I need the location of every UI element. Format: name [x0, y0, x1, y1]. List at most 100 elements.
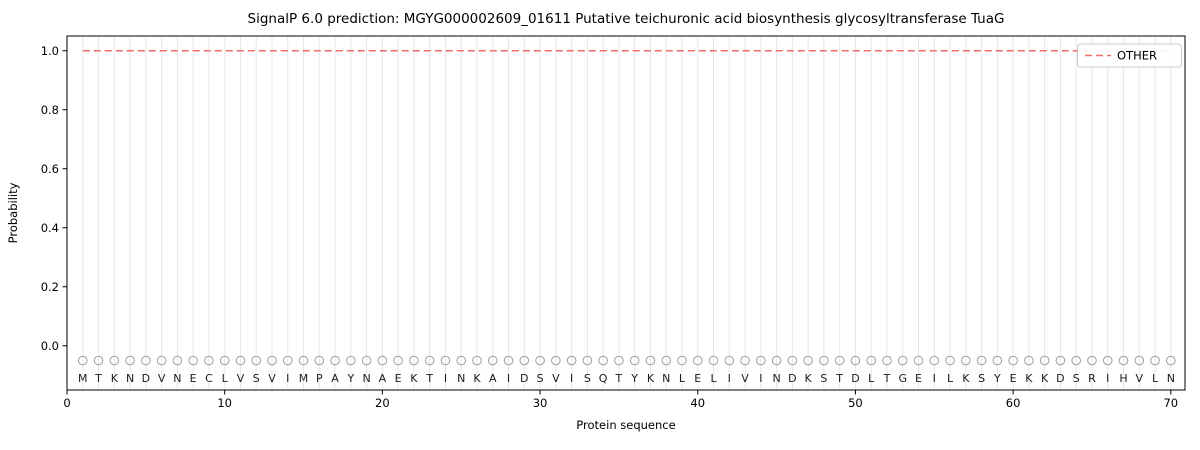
- residue-marker: [677, 355, 687, 366]
- residue-marker: [1055, 355, 1066, 366]
- sequence-letter: V: [552, 372, 560, 385]
- sequence-letter: S: [253, 372, 260, 385]
- sequence-letter: A: [379, 372, 387, 385]
- residue-marker: [251, 355, 262, 366]
- y-tick-label: 0.6: [41, 162, 59, 176]
- residue-marker: [141, 355, 151, 366]
- sequence-letter: L: [679, 372, 686, 385]
- legend: OTHER: [1077, 43, 1182, 68]
- sequence-letter: E: [694, 372, 701, 385]
- sequence-letter: P: [316, 372, 323, 385]
- sequence-letter: N: [1167, 372, 1175, 385]
- residue-marker: [866, 355, 877, 366]
- sequence-letter: E: [1010, 372, 1017, 385]
- residue-marker: [819, 355, 829, 366]
- sequence-letter: A: [489, 372, 497, 385]
- sequence-letter: L: [868, 372, 875, 385]
- x-tick-label: 40: [690, 396, 705, 410]
- residue-marker: [424, 355, 435, 366]
- residue-marker: [1071, 355, 1081, 366]
- residue-marker: [945, 355, 955, 366]
- sequence-letter: K: [410, 372, 418, 385]
- sequence-letter: C: [205, 372, 213, 385]
- residue-marker: [566, 355, 577, 366]
- x-tick-label: 50: [848, 396, 863, 410]
- sequence-letter: N: [173, 372, 181, 385]
- residue-marker: [551, 355, 561, 366]
- sequence-letter: M: [78, 372, 88, 385]
- sequence-letter: S: [978, 372, 985, 385]
- sequence-letter: I: [933, 372, 936, 385]
- sequence-letter: N: [772, 372, 780, 385]
- residue-marker: [219, 355, 230, 366]
- sequence-letter: K: [1025, 372, 1033, 385]
- sequence-letter: L: [710, 372, 717, 385]
- residue-marker: [645, 355, 656, 366]
- residue-marker: [1024, 355, 1034, 366]
- sequence-letter: V: [237, 372, 245, 385]
- residue-marker: [882, 355, 892, 366]
- residue-marker: [1150, 355, 1160, 366]
- sequence-letter: V: [158, 372, 166, 385]
- residue-marker: [235, 355, 246, 366]
- legend-frame: [1077, 43, 1182, 68]
- residue-marker: [787, 355, 798, 366]
- sequence-letter: K: [962, 372, 970, 385]
- residue-marker: [472, 355, 482, 366]
- residue-marker: [172, 355, 183, 366]
- residue-marker: [961, 355, 971, 366]
- residue-marker: [1039, 355, 1050, 366]
- residue-marker: [377, 355, 388, 366]
- x-tick-label: 10: [217, 396, 232, 410]
- residue-marker: [204, 355, 214, 366]
- residue-marker: [361, 355, 372, 366]
- residue-marker: [1087, 355, 1097, 366]
- residue-marker: [409, 355, 419, 366]
- x-tick-label: 70: [1163, 396, 1178, 410]
- residue-marker: [519, 355, 530, 366]
- residue-marker: [93, 355, 104, 366]
- sequence-letter: D: [851, 372, 859, 385]
- sequence-letter: T: [835, 372, 843, 385]
- residue-marker: [314, 355, 325, 366]
- sequence-letter: N: [662, 372, 670, 385]
- residue-marker: [535, 355, 545, 366]
- sequence-letter: I: [286, 372, 289, 385]
- residue-marker: [1118, 355, 1129, 366]
- x-tick-label: 20: [375, 396, 390, 410]
- sequence-letter: I: [759, 372, 762, 385]
- x-tick-label: 30: [533, 396, 548, 410]
- sequence-letter: E: [915, 372, 922, 385]
- residue-marker: [156, 355, 167, 366]
- sequence-letter: V: [268, 372, 276, 385]
- residue-marker: [724, 355, 735, 366]
- y-tick-label: 0.8: [41, 103, 59, 117]
- y-axis-label: Probability: [6, 182, 20, 243]
- sequence-letter: T: [615, 372, 623, 385]
- sequence-letter: Q: [599, 372, 608, 385]
- sequence-letter: D: [1056, 372, 1064, 385]
- y-tick-label: 1.0: [41, 44, 59, 58]
- residue-marker: [346, 355, 356, 366]
- sequence-letter: S: [1073, 372, 1080, 385]
- plot-border: [66, 35, 1186, 391]
- sequence-letter: A: [331, 372, 339, 385]
- residue-marker: [1134, 355, 1145, 366]
- sequence-letter: E: [190, 372, 197, 385]
- residue-marker: [771, 355, 782, 366]
- residue-marker: [803, 355, 813, 366]
- sequence-letter: K: [1041, 372, 1049, 385]
- residue-marker: [456, 355, 467, 366]
- residue-marker: [598, 355, 608, 366]
- sequence-letter: T: [883, 372, 891, 385]
- x-tick-label: 0: [63, 396, 70, 410]
- sequence-letter: Y: [630, 372, 638, 385]
- residue-marker: [330, 355, 340, 366]
- sequence-letter: Y: [993, 372, 1001, 385]
- residue-marker: [692, 355, 703, 366]
- residue-marker: [267, 355, 277, 366]
- residue-marker: [393, 355, 403, 366]
- residue-marker: [1166, 355, 1176, 366]
